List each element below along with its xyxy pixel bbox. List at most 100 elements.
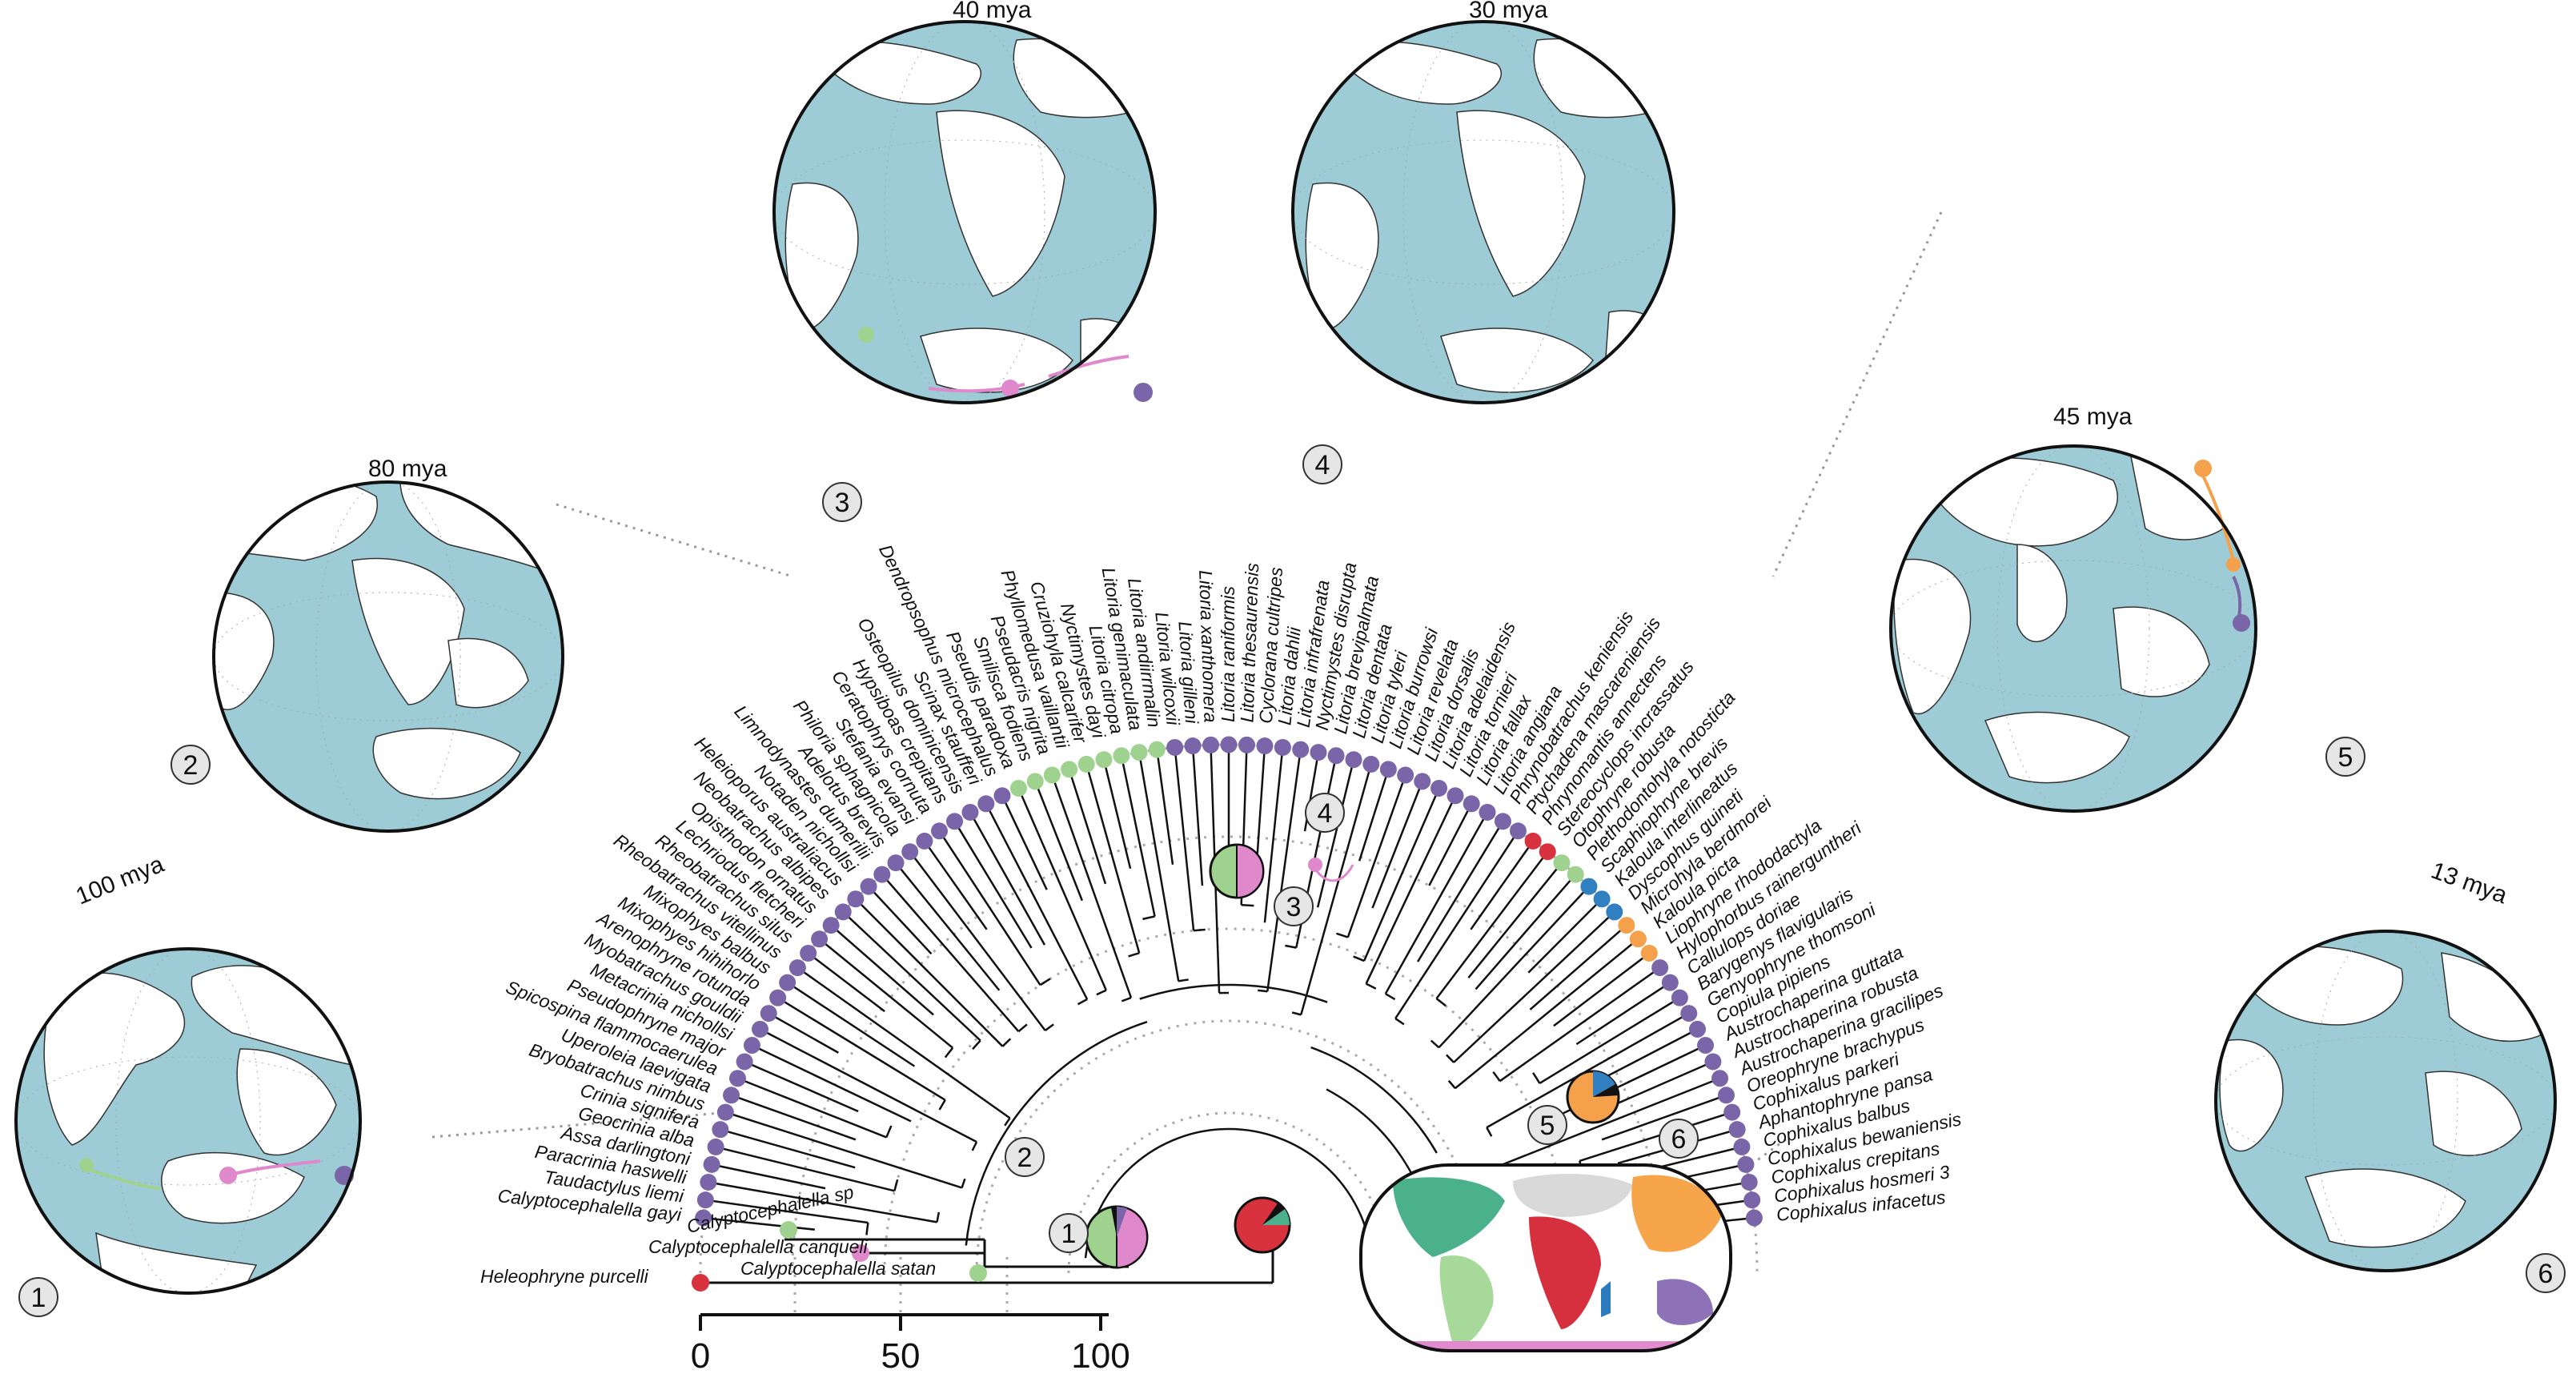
clade-arc <box>1077 998 1088 1006</box>
clade-arc <box>936 1211 941 1223</box>
tip-dot <box>1688 1020 1706 1038</box>
branch <box>1455 938 1639 1090</box>
branch <box>1417 821 1504 962</box>
tip-dot <box>752 1020 769 1038</box>
clade-arc <box>961 1178 966 1188</box>
tip-dot <box>703 1155 720 1173</box>
clade-arc <box>1486 1127 1493 1137</box>
branch <box>759 1028 977 1143</box>
branch <box>1467 862 1563 979</box>
tip-dot <box>1661 974 1679 991</box>
tip-dot <box>728 1070 746 1087</box>
branch <box>1263 747 1284 923</box>
branch <box>923 840 988 930</box>
globe-6-number: 6 <box>2538 1259 2554 1289</box>
tip-dot <box>1345 751 1362 769</box>
branch <box>1051 774 1133 998</box>
tip-dot <box>822 917 840 934</box>
tip-dot <box>1651 959 1669 977</box>
node-badge-2: 2 <box>1005 1137 1045 1177</box>
globe-4-age: 30 mya <box>1469 0 1548 23</box>
branch <box>1453 910 1615 1063</box>
tip-dot <box>1618 917 1635 934</box>
branch <box>715 1146 895 1192</box>
clade-arc <box>972 1039 981 1051</box>
tip-dot <box>1494 813 1511 830</box>
clade-arc <box>1241 904 1254 907</box>
branch <box>1358 769 1390 862</box>
globe-4-number: 4 <box>1315 450 1330 480</box>
branch <box>1174 747 1195 931</box>
tip-dot <box>1026 773 1044 790</box>
branch <box>1575 982 1671 1046</box>
tip-dot <box>961 803 979 821</box>
backbone-arc <box>965 1020 1148 1246</box>
tip-dot <box>1220 736 1238 753</box>
clade-arc <box>893 1179 899 1191</box>
tip-dot <box>887 854 905 872</box>
branch <box>1527 898 1603 974</box>
tip-dot <box>1539 843 1556 861</box>
svg-text:1: 1 <box>1061 1219 1077 1249</box>
pie-node-1 <box>1085 1205 1149 1269</box>
branch <box>953 821 1033 949</box>
globe-5-badge <box>2325 737 2365 777</box>
branch <box>1539 997 1681 1085</box>
tip-dot <box>1740 1173 1758 1191</box>
clade-arc <box>1532 1072 1541 1084</box>
axis-tick-100: 100 <box>1071 1336 1130 1376</box>
globe-3-number: 3 <box>835 488 850 518</box>
branch <box>731 1094 857 1141</box>
branch <box>708 1181 937 1223</box>
tip-dot <box>1043 766 1061 784</box>
tip-dot <box>1009 779 1027 797</box>
tip-dot <box>1414 773 1431 790</box>
branch <box>1499 966 1661 1083</box>
globe-5: 45 mya 5 <box>1889 404 2365 813</box>
tip-dot <box>1697 1037 1715 1054</box>
node-badge-5: 5 <box>1527 1105 1567 1145</box>
globe-1-number: 1 <box>31 1283 46 1313</box>
tip-dot <box>1202 736 1220 753</box>
tip-dot <box>1745 1209 1763 1227</box>
tip-dot <box>700 1173 717 1191</box>
tip-dot <box>873 866 891 883</box>
branch <box>1594 1028 1699 1084</box>
tip-dot <box>736 1053 753 1071</box>
branch <box>1362 787 1440 962</box>
tip-dot <box>1310 744 1327 761</box>
tip-dot <box>1130 744 1148 761</box>
globe-6-badge <box>2526 1253 2566 1293</box>
tip-dot <box>707 1138 724 1155</box>
clade-arc <box>1121 996 1132 1002</box>
tip-dot <box>847 890 865 908</box>
tip-dot <box>1717 1087 1735 1104</box>
branch <box>895 862 1001 991</box>
globe-2-age: 80 mya <box>368 456 447 482</box>
globe-5-age: 45 mya <box>2053 404 2133 430</box>
branch <box>1068 769 1107 885</box>
tip-dot <box>1238 736 1255 753</box>
clade-arc <box>1435 998 1446 1007</box>
migration-marker <box>1308 858 1322 872</box>
clade-arc <box>1044 1023 1054 1031</box>
tip-heleophryne-purcelli <box>692 1274 709 1292</box>
branch <box>1346 774 1406 938</box>
clade-arc <box>1336 932 1349 938</box>
species-label: Litoria xanthomera <box>1195 570 1221 723</box>
tip-dot <box>1737 1155 1755 1173</box>
tip-dot <box>1640 944 1658 962</box>
tip-calyptocephalella-sp <box>852 1244 869 1262</box>
outgroup-label: Heleophryne purcelli <box>480 1266 649 1287</box>
tip-dot <box>1061 761 1078 778</box>
branch <box>985 803 1089 1000</box>
axis-tick-50: 50 <box>881 1336 921 1376</box>
branch <box>938 830 1041 986</box>
tip-dot <box>1728 1121 1746 1139</box>
tip-dot <box>723 1087 740 1104</box>
branch <box>705 1199 869 1224</box>
tip-dot <box>1671 989 1688 1006</box>
globe-6-age: 13 mya <box>2428 858 2511 910</box>
branch <box>1120 755 1156 917</box>
tip-dot <box>860 878 877 895</box>
